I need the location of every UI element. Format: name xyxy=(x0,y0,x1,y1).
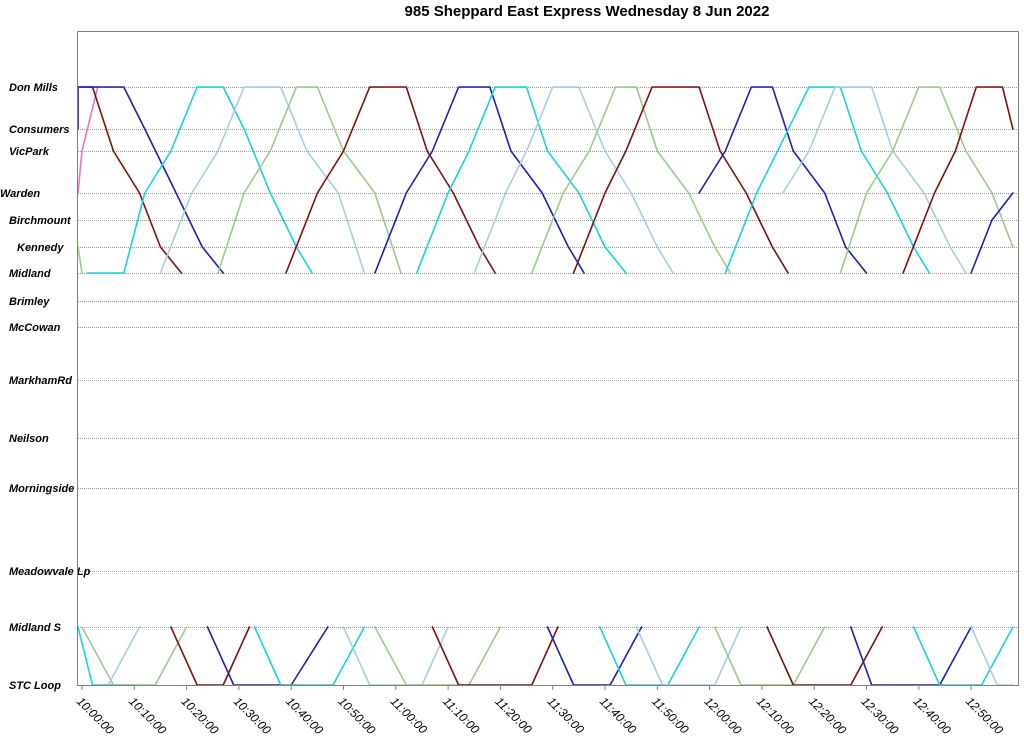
tick-label-11-30-00: 11:30:00 xyxy=(545,694,588,737)
tick-label-12-10-00: 12:10:00 xyxy=(754,694,797,737)
trip-line-7 xyxy=(77,246,83,274)
trip-line-18 xyxy=(839,86,1014,274)
trip-line-20 xyxy=(970,192,1014,274)
stop-label-meadowvale-lp: Meadowvale Lp xyxy=(9,566,91,578)
tick-label-10-10-00: 10:10:00 xyxy=(126,694,169,737)
trip-lines xyxy=(77,86,1014,686)
tick-label-11-10-00: 11:10:00 xyxy=(440,694,483,737)
tick-label-11-50-00: 11:50:00 xyxy=(649,694,692,737)
trip-line-30 xyxy=(546,626,643,686)
trip-line-17 xyxy=(781,86,967,274)
trip-line-4 xyxy=(77,86,224,274)
trip-line-14 xyxy=(572,86,789,274)
chart-title: 985 Sheppard East Express Wednesday 8 Ju… xyxy=(405,3,770,20)
trip-line-33 xyxy=(713,626,826,686)
tick-label-11-20-00: 11:20:00 xyxy=(492,694,535,737)
trip-line-10 xyxy=(374,86,585,274)
stop-label-don-mills: Don Mills xyxy=(9,82,58,94)
plot-frame xyxy=(77,31,1019,686)
stop-label-markhamrd: MarkhamRd xyxy=(9,375,72,387)
trip-line-16 xyxy=(724,86,931,274)
stop-labels: Don Mills Consumers VicPark Warden Birchmoun… xyxy=(0,82,91,692)
stop-label-kennedy: Kennedy xyxy=(17,242,64,254)
trip-line-1 xyxy=(77,86,99,194)
tick-label-11-40-00: 11:40:00 xyxy=(597,694,640,737)
trip-line-37 xyxy=(970,626,1014,686)
trip-line-23 xyxy=(107,626,141,686)
tick-label-10-40-00: 10:40:00 xyxy=(283,694,326,737)
stop-label-midland: Midland xyxy=(9,268,51,280)
trip-line-3 xyxy=(77,86,183,274)
trip-line-8 xyxy=(217,86,402,274)
stop-label-vicpark: VicPark xyxy=(9,146,50,158)
tick-label-10-50-00: 10:50:00 xyxy=(335,694,378,737)
tick-label-12-40-00: 12:40:00 xyxy=(911,694,954,737)
stop-label-consumers: Consumers xyxy=(9,124,70,136)
trip-line-19 xyxy=(902,86,1014,274)
time-axis-ticks: 10:00:00 10:10:00 10:20:00 10:30:00 10:40:00… xyxy=(74,685,1006,737)
tick-label-10-00-00: 10:00:00 xyxy=(74,694,117,737)
trip-line-12 xyxy=(473,86,674,274)
tick-label-12-20-00: 12:20:00 xyxy=(806,694,849,737)
trip-line-11 xyxy=(415,86,627,274)
tick-label-10-30-00: 10:30:00 xyxy=(231,694,274,737)
stop-label-brimley: Brimley xyxy=(9,296,50,308)
stop-label-mccowan: McCowan xyxy=(9,322,61,334)
trip-line-9 xyxy=(285,86,497,274)
tick-label-12-30-00: 12:30:00 xyxy=(858,694,901,737)
trip-line-34 xyxy=(766,626,884,686)
stop-label-neilson: Neilson xyxy=(9,433,49,445)
tick-label-10-20-00: 10:20:00 xyxy=(178,694,221,737)
stop-label-warden: Warden xyxy=(0,188,40,200)
trip-line-5 xyxy=(86,86,313,274)
trip-line-28 xyxy=(374,626,502,686)
tick-label-12-00-00: 12:00:00 xyxy=(701,694,744,737)
trip-line-35 xyxy=(849,626,972,686)
trip-line-32 xyxy=(635,626,742,686)
stop-label-midland-s: Midland S xyxy=(9,622,62,634)
tick-label-12-50-00: 12:50:00 xyxy=(963,694,1006,737)
trip-line-6 xyxy=(159,86,366,274)
stop-label-morningside: Morningside xyxy=(9,483,74,495)
stop-label-birchmount: Birchmount xyxy=(9,215,72,227)
trip-line-13 xyxy=(530,86,732,274)
stop-label-stc-loop: STC Loop xyxy=(9,680,61,692)
trip-line-36 xyxy=(912,626,1014,686)
trip-line-15 xyxy=(698,86,868,274)
tick-label-11-00-00: 11:00:00 xyxy=(388,694,431,737)
